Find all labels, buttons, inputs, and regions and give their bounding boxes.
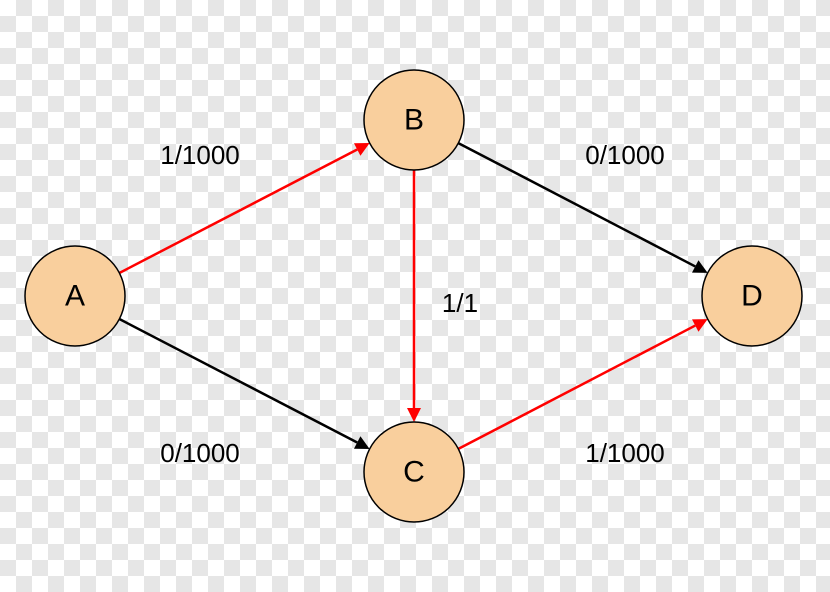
edge-label-A-C: 0/1000 [160, 438, 240, 468]
node-label-B: B [404, 104, 424, 137]
flow-network-diagram: A B C D 1/1000 0/1000 1/1 0/1000 1/1000 [0, 0, 830, 592]
node-label-C: C [403, 456, 425, 489]
edge-label-C-D: 1/1000 [585, 438, 665, 468]
edge-label-B-D: 0/1000 [585, 140, 665, 170]
node-label-A: A [65, 280, 85, 313]
node-label-D: D [741, 280, 763, 313]
edge-label-A-B: 1/1000 [160, 140, 240, 170]
edge-label-B-C: 1/1 [442, 288, 478, 318]
